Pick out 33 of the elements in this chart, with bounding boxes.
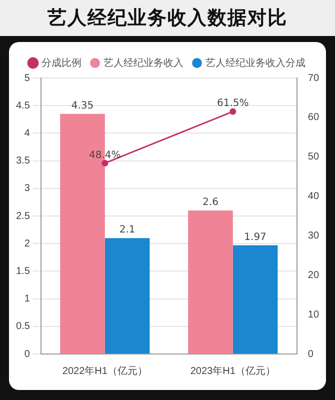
y2-tick-label: 50	[308, 152, 320, 163]
data-label: 1.97	[244, 232, 266, 243]
x-tick-label: 2022年H1（亿元）	[62, 364, 148, 377]
legend-label: 艺人经纪业务收入分成	[206, 56, 306, 69]
y2-tick-label: 20	[308, 270, 320, 281]
y-tick-label: 1	[24, 294, 30, 305]
y-tick-label: 4.5	[16, 100, 30, 112]
chart-title: 艺人经纪业务收入数据对比	[0, 0, 335, 36]
y2-tick-label: 70	[308, 72, 320, 84]
y-tick-label: 0.5	[16, 321, 30, 332]
data-label: 4.35	[71, 100, 94, 112]
data-label: 2.1	[119, 224, 136, 236]
x-tick-label: 2023年H1（亿元）	[190, 364, 276, 377]
data-label: 61.5%	[216, 98, 249, 110]
y-tick-label: 2.5	[16, 210, 30, 222]
bar	[232, 245, 278, 354]
legend-label: 分成比例	[42, 56, 82, 69]
bar	[188, 210, 233, 354]
y2-tick-label: 30	[308, 230, 320, 242]
y2-tick-label: 0	[308, 348, 314, 360]
y-tick-label: 4	[24, 128, 30, 139]
y2-tick-label: 40	[308, 191, 320, 202]
y-tick-label: 2	[24, 238, 30, 250]
y-tick-label: 3	[24, 183, 30, 194]
y-tick-label: 5	[24, 72, 30, 84]
y-tick-label: 3.5	[16, 156, 30, 167]
y2-tick-label: 60	[308, 112, 320, 124]
data-label: 2.6	[202, 197, 218, 208]
y-tick-label: 1.5	[16, 266, 30, 277]
bar	[104, 238, 150, 354]
y-tick-label: 0	[24, 348, 30, 360]
legend-label: 艺人经纪业务收入	[104, 56, 184, 69]
y2-tick-label: 10	[308, 309, 320, 320]
